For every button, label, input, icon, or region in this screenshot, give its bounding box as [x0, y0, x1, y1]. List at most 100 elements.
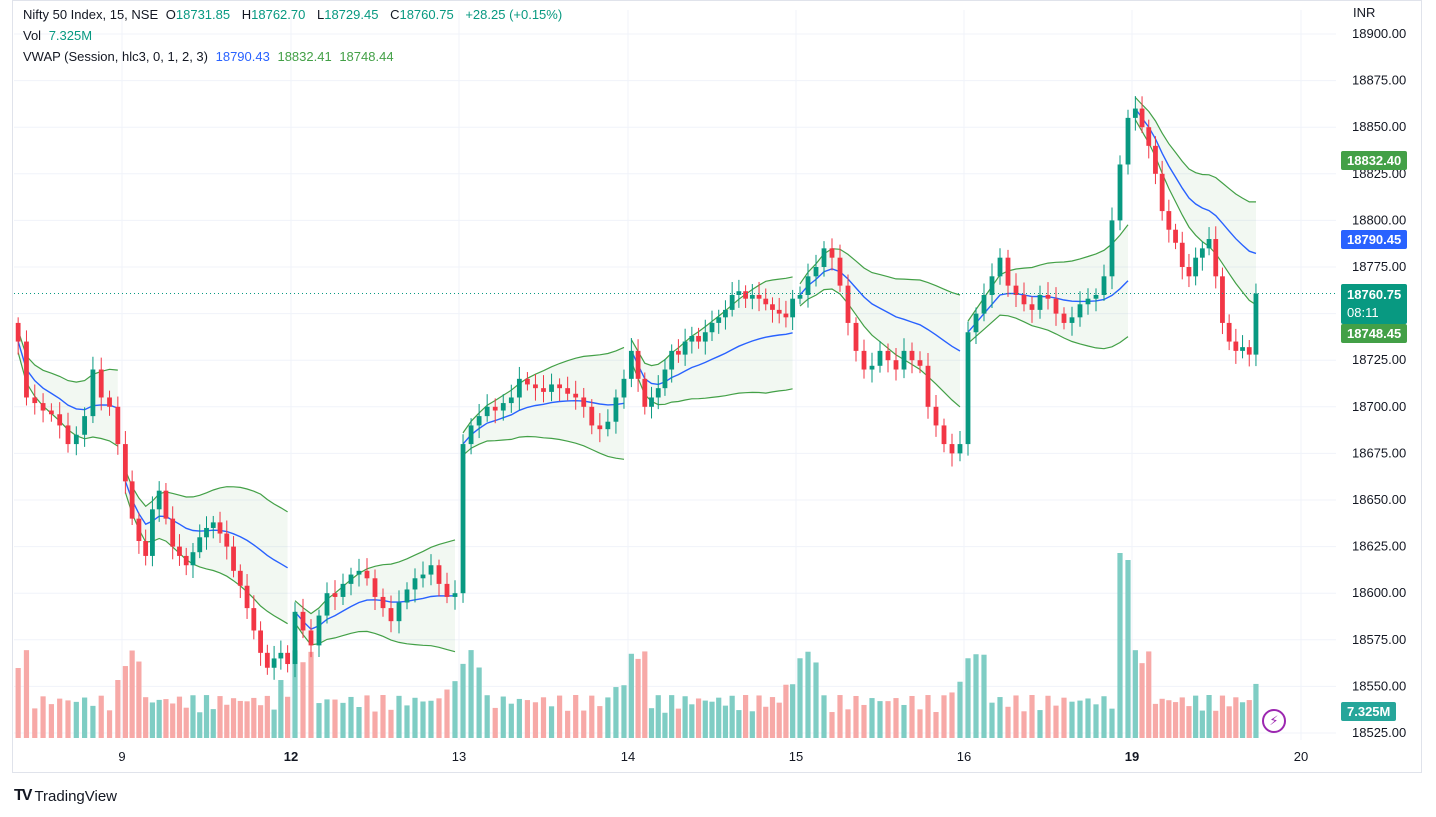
- volume-bar: [805, 651, 811, 738]
- volume-bar: [581, 710, 587, 738]
- volume-bar: [1132, 650, 1138, 738]
- candle-body: [57, 414, 63, 426]
- legend-vwap[interactable]: VWAP (Session, hlc3, 0, 1, 2, 3) 18790.4…: [23, 49, 398, 64]
- currency-label[interactable]: INR: [1353, 5, 1376, 20]
- volume-bar: [1239, 702, 1246, 738]
- symbol-name[interactable]: Nifty 50 Index, 15, NSE: [23, 7, 159, 22]
- candle-body: [821, 248, 827, 267]
- x-tick-label: 13: [452, 749, 466, 764]
- volume-bar: [613, 687, 619, 738]
- volume-bar: [885, 701, 891, 738]
- volume-bar: [763, 706, 769, 738]
- volume-bar: [540, 697, 547, 738]
- volume-bar: [1045, 695, 1051, 738]
- volume-bar: [869, 698, 875, 738]
- volume-bar: [655, 695, 661, 738]
- volume-bar: [420, 701, 426, 738]
- candle-body: [436, 565, 442, 584]
- tradingview-logo-icon: TV: [14, 787, 33, 804]
- candle-body: [549, 384, 554, 392]
- volume-bar: [1199, 710, 1205, 738]
- candle-body: [1153, 145, 1158, 174]
- candle-body: [300, 611, 306, 631]
- chart-frame[interactable]: [12, 0, 1422, 773]
- volume-bar: [348, 696, 354, 738]
- candle-body: [770, 304, 775, 310]
- candle-body: [24, 341, 29, 398]
- candle-body: [508, 397, 514, 404]
- candle-body: [1159, 173, 1165, 212]
- candle-body: [941, 425, 947, 445]
- y-tick-label: 18875.00: [1352, 73, 1406, 88]
- volume-bar: [412, 697, 418, 738]
- candle-body: [669, 350, 675, 370]
- volume-bar: [396, 695, 402, 738]
- volume-bar: [82, 697, 88, 738]
- volume-bar: [1125, 560, 1131, 738]
- volume-bar: [821, 695, 827, 738]
- candle-body: [40, 403, 46, 411]
- change-value: +28.25 (+0.15%): [465, 7, 563, 22]
- volume-bar: [917, 709, 923, 738]
- candle-body: [790, 298, 796, 318]
- candle-body: [420, 574, 426, 579]
- volume-bar: [292, 650, 298, 738]
- candle-body: [861, 350, 867, 370]
- volume-bar: [23, 650, 30, 738]
- volume-bar: [170, 703, 176, 738]
- volume-bar: [1146, 651, 1152, 738]
- volume-bar: [635, 658, 641, 738]
- candle-body: [1037, 294, 1043, 310]
- volume-bar: [364, 695, 370, 738]
- candle-body: [484, 406, 490, 417]
- legend-volume[interactable]: Vol 7.325M: [23, 28, 96, 43]
- x-tick-label: 16: [957, 749, 971, 764]
- y-tick-label: 18725.00: [1352, 352, 1406, 367]
- volume-bar: [340, 702, 346, 738]
- candle-body: [957, 444, 963, 454]
- candle-body: [73, 434, 79, 445]
- volume-bar: [702, 700, 708, 738]
- vwap-line: [462, 399, 625, 445]
- volume-bars: [15, 553, 1259, 738]
- y-tick-label: 18850.00: [1352, 119, 1406, 134]
- y-tick-label: 18650.00: [1352, 492, 1406, 507]
- lightning-icon[interactable]: ⚡: [1262, 709, 1286, 733]
- vwap-upper-band: [294, 539, 456, 615]
- candle-body: [776, 309, 782, 314]
- y-tick-label: 18600.00: [1352, 585, 1406, 600]
- candle-body: [107, 397, 112, 407]
- candle-body: [231, 546, 236, 571]
- volume-bar: [428, 700, 434, 738]
- candle-body: [190, 552, 196, 566]
- candle-body: [348, 574, 354, 584]
- volume-bar: [756, 695, 762, 738]
- candle-body: [893, 360, 899, 370]
- candle-body: [1117, 164, 1123, 221]
- candle-body: [1077, 304, 1083, 318]
- candle-body: [1109, 220, 1115, 277]
- footer-brand[interactable]: TV TradingView: [14, 787, 117, 805]
- volume-bar: [1152, 703, 1159, 738]
- candle-body: [1132, 108, 1138, 118]
- candle-body: [237, 570, 243, 586]
- candle-body: [1193, 257, 1199, 277]
- candle-body: [689, 335, 695, 342]
- candle-body: [635, 350, 641, 379]
- candle-body: [1029, 304, 1035, 310]
- candle-body: [702, 332, 708, 342]
- candle-body: [380, 596, 386, 609]
- volume-bar: [40, 696, 46, 738]
- candle-body: [428, 565, 434, 575]
- volume-bar: [790, 684, 796, 738]
- candle-body: [1206, 239, 1212, 249]
- candle-body: [278, 652, 284, 659]
- volume-bar: [695, 698, 702, 738]
- vwap-upper-band: [1134, 96, 1256, 203]
- close-value: 18760.75: [399, 7, 454, 22]
- volume-bar: [285, 696, 291, 738]
- volume-bar: [783, 684, 789, 738]
- volume-bar: [332, 699, 338, 738]
- volume-bar: [115, 680, 121, 738]
